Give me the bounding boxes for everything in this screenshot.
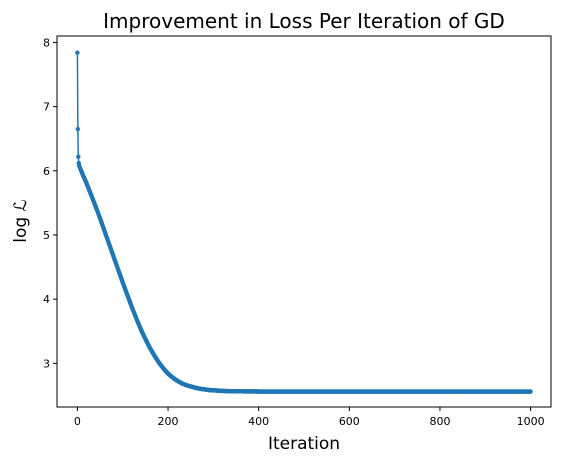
- plot-frame: [56, 35, 552, 408]
- data-point: [76, 154, 81, 159]
- y-tick-label: 7: [43, 101, 50, 114]
- x-axis-title: Iteration: [268, 434, 340, 454]
- x-tick-label: 800: [429, 415, 450, 428]
- y-tick-label: 5: [43, 229, 50, 242]
- y-axis-title: log ℒ: [11, 199, 31, 243]
- series-layer: [75, 50, 533, 394]
- x-tick-label: 200: [158, 415, 179, 428]
- data-point: [75, 50, 80, 55]
- x-tick-label: 0: [74, 415, 81, 428]
- x-tick-label: 600: [339, 415, 360, 428]
- x-tick-label: 1000: [517, 415, 545, 428]
- x-axis: 0 200 400 600 800 1000: [74, 407, 545, 428]
- chart-title: Improvement in Loss Per Iteration of GD: [103, 9, 505, 33]
- y-axis: 3 4 5 6 7 8: [43, 36, 57, 370]
- y-tick-label: 3: [43, 357, 50, 370]
- y-tick-label: 8: [43, 36, 50, 49]
- data-point: [528, 389, 533, 394]
- y-tick-label: 4: [43, 293, 50, 306]
- loss-series-markers: [75, 50, 533, 394]
- y-tick-label: 6: [43, 165, 50, 178]
- x-tick-label: 400: [248, 415, 269, 428]
- data-point: [75, 126, 81, 132]
